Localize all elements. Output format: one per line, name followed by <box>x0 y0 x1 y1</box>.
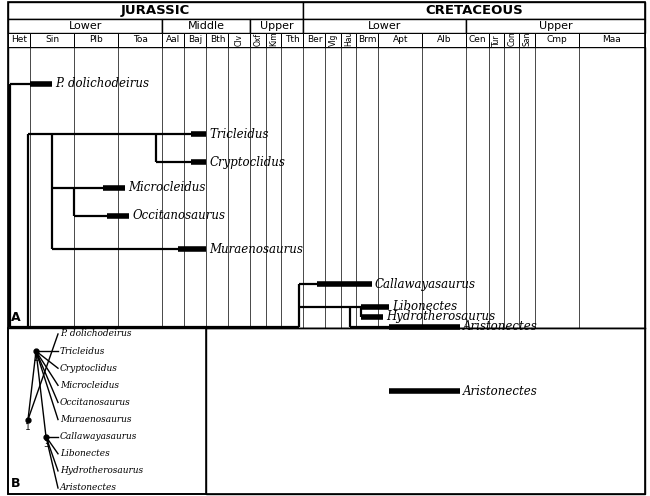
Text: Bth: Bth <box>210 36 225 45</box>
Bar <box>326 33 341 47</box>
Text: Alb: Alb <box>437 36 452 45</box>
Text: Sin: Sin <box>45 36 59 45</box>
Bar <box>519 33 535 47</box>
Text: Libonectes: Libonectes <box>393 301 458 313</box>
Text: Lower: Lower <box>68 21 102 31</box>
Text: Occitanosaurus: Occitanosaurus <box>60 398 131 407</box>
Text: Hydrotherosaurus: Hydrotherosaurus <box>60 466 143 475</box>
Text: P. dolichodeirus: P. dolichodeirus <box>55 77 149 90</box>
Bar <box>304 19 467 33</box>
Bar <box>185 33 206 47</box>
Text: Tth: Tth <box>285 36 300 45</box>
Text: Muraenosaurus: Muraenosaurus <box>60 415 131 424</box>
Bar <box>378 33 422 47</box>
Text: Cen: Cen <box>469 36 486 45</box>
Bar <box>266 33 281 47</box>
Bar <box>250 33 266 47</box>
Text: Brm: Brm <box>358 36 376 45</box>
Text: Aristonectes: Aristonectes <box>463 320 538 333</box>
Text: Callawayasaurus: Callawayasaurus <box>60 432 137 441</box>
Text: Het: Het <box>11 36 27 45</box>
Bar <box>422 33 467 47</box>
Text: Libonectes: Libonectes <box>60 449 110 458</box>
Text: JURASSIC: JURASSIC <box>121 4 190 17</box>
Bar <box>304 2 645 19</box>
Bar <box>341 33 356 47</box>
Bar <box>281 33 304 47</box>
Text: Hau: Hau <box>344 30 353 46</box>
Bar <box>8 33 30 47</box>
Text: Occitanosaurus: Occitanosaurus <box>132 209 226 222</box>
Text: A: A <box>11 311 21 324</box>
Text: Middle: Middle <box>188 21 225 31</box>
Bar <box>8 328 645 494</box>
Text: San: San <box>523 31 532 46</box>
Bar <box>8 47 645 328</box>
Text: Maa: Maa <box>603 36 621 45</box>
Text: Upper: Upper <box>260 21 294 31</box>
Bar <box>162 19 250 33</box>
Bar <box>8 2 304 19</box>
Text: Hydrotherosaurus: Hydrotherosaurus <box>385 310 495 323</box>
Bar <box>304 33 326 47</box>
Text: Microcleidus: Microcleidus <box>128 181 205 194</box>
Bar <box>504 33 519 47</box>
Text: Lower: Lower <box>368 21 402 31</box>
Bar <box>535 33 579 47</box>
Text: Aristonectes: Aristonectes <box>463 384 538 398</box>
Bar <box>467 33 489 47</box>
Text: 2: 2 <box>33 354 39 363</box>
Bar <box>228 33 250 47</box>
Text: Toa: Toa <box>133 36 148 45</box>
Text: Ber: Ber <box>307 36 322 45</box>
Bar <box>118 33 162 47</box>
Text: Aristonectes: Aristonectes <box>60 484 117 493</box>
Bar <box>489 33 504 47</box>
Bar <box>250 19 304 33</box>
Bar <box>8 328 206 494</box>
Text: P. dolichodeirus: P. dolichodeirus <box>60 329 131 338</box>
Text: Oxf: Oxf <box>254 32 263 46</box>
Bar <box>206 33 228 47</box>
Text: Baj: Baj <box>188 36 203 45</box>
Bar <box>30 33 74 47</box>
Text: Cryptoclidus: Cryptoclidus <box>209 156 285 169</box>
Text: Cmp: Cmp <box>547 36 567 45</box>
Text: Kim: Kim <box>269 31 278 46</box>
Text: Vlg: Vlg <box>329 33 337 46</box>
Text: Clv: Clv <box>235 34 244 46</box>
Text: Upper: Upper <box>539 21 573 31</box>
Text: Muraenosaurus: Muraenosaurus <box>209 243 304 256</box>
Text: 1: 1 <box>25 423 31 432</box>
Text: Cryptoclidus: Cryptoclidus <box>60 364 118 372</box>
Bar <box>8 19 162 33</box>
Text: Callawayasaurus: Callawayasaurus <box>374 278 476 291</box>
Text: Microcleidus: Microcleidus <box>60 381 119 390</box>
Text: Plb: Plb <box>89 36 103 45</box>
Text: Aal: Aal <box>166 36 181 45</box>
Text: CRETACEOUS: CRETACEOUS <box>425 4 523 17</box>
Bar <box>162 33 185 47</box>
Text: 3: 3 <box>43 439 49 449</box>
Bar <box>579 33 645 47</box>
Bar <box>206 328 645 494</box>
Text: Con: Con <box>507 31 516 46</box>
Text: Tur: Tur <box>491 34 500 46</box>
Text: Apt: Apt <box>393 36 408 45</box>
Text: Tricleidus: Tricleidus <box>209 127 269 140</box>
Bar <box>74 33 118 47</box>
Text: Tricleidus: Tricleidus <box>60 347 105 356</box>
Text: B: B <box>11 477 21 490</box>
Bar <box>356 33 378 47</box>
Bar <box>467 19 645 33</box>
